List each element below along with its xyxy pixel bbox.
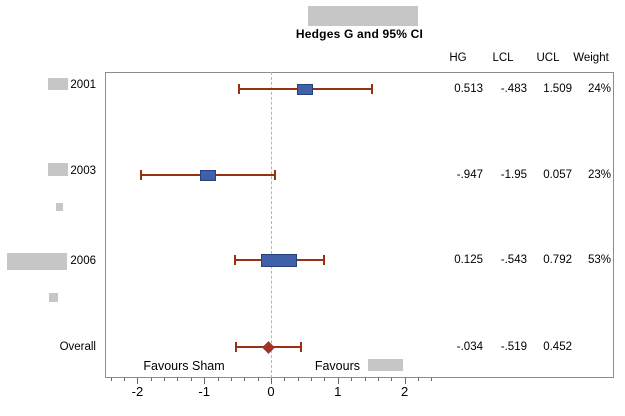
value-lcl: -1.95: [500, 169, 527, 181]
x-axis-minor-tick: [378, 378, 379, 381]
x-axis-minor-tick: [391, 378, 392, 381]
study-label: 2001: [70, 79, 96, 91]
value-ucl: 0.452: [543, 341, 572, 353]
x-axis-minor-tick: [151, 378, 152, 381]
x-axis-minor-tick: [298, 378, 299, 381]
x-tick-label: 2: [400, 384, 409, 399]
redacted-mark-2: [49, 293, 58, 302]
ci-cap-left: [139, 170, 142, 180]
x-axis-minor-tick: [231, 378, 232, 381]
value-weight: 53%: [587, 254, 611, 266]
x-tick-label: -2: [131, 384, 144, 399]
column-header-hg: HG: [449, 52, 467, 64]
value-hg: 0.513: [454, 83, 483, 95]
x-axis-major-tick: [204, 378, 205, 384]
x-axis-minor-tick: [258, 378, 259, 381]
value-ucl: 1.509: [543, 83, 572, 95]
ci-cap-right: [273, 170, 276, 180]
ci-cap-left: [235, 342, 238, 352]
x-tick-label: 1: [334, 384, 342, 399]
ci-cap-left: [237, 84, 240, 94]
x-axis-minor-tick: [177, 378, 178, 381]
column-header-lcl: LCL: [492, 52, 514, 64]
x-axis-minor-tick: [365, 378, 366, 381]
x-tick-label: -1: [198, 384, 210, 399]
ci-cap-right: [300, 342, 303, 352]
x-axis-minor-tick: [124, 378, 125, 381]
x-axis-major-tick: [271, 378, 272, 384]
chart-title: Hedges G and 95% CI: [295, 27, 424, 41]
ci-cap-right: [322, 255, 325, 265]
study-square-marker: [261, 253, 298, 267]
study-label: 2003: [70, 165, 96, 177]
study-label: Overall: [59, 341, 96, 353]
x-axis-minor-tick: [164, 378, 165, 381]
x-axis-major-tick: [405, 378, 406, 384]
zero-reference-line: [271, 72, 272, 378]
x-axis-minor-tick: [311, 378, 312, 381]
value-hg: -.034: [456, 341, 483, 353]
study-square-marker: [199, 169, 216, 181]
value-lcl: -.543: [500, 254, 527, 266]
redacted-study-author-2003: [48, 163, 68, 176]
study-square-marker: [297, 83, 314, 95]
x-axis-minor-tick: [351, 378, 352, 381]
x-axis-minor-tick: [418, 378, 419, 381]
x-axis-major-tick: [137, 378, 138, 384]
study-label: 2006: [70, 255, 96, 267]
x-tick-label: 0: [267, 384, 275, 399]
redacted-favours-right-label: [368, 359, 403, 371]
redacted-mark-1: [56, 203, 63, 211]
x-axis-minor-tick: [284, 378, 285, 381]
value-hg: -.947: [456, 169, 483, 181]
redacted-chart-title-box: [308, 6, 418, 26]
value-lcl: -.519: [500, 341, 527, 353]
value-weight: 24%: [587, 83, 611, 95]
favours-right-label: Favours: [314, 359, 360, 373]
value-lcl: -.483: [500, 83, 527, 95]
value-hg: 0.125: [454, 254, 483, 266]
x-axis-minor-tick: [431, 378, 432, 381]
plot-area: [105, 72, 614, 378]
x-axis-minor-tick: [244, 378, 245, 381]
column-header-weight: Weight: [573, 52, 609, 64]
value-weight: 23%: [587, 169, 611, 181]
redacted-study-author-2001: [48, 78, 68, 90]
x-axis-major-tick: [338, 378, 339, 384]
ci-cap-left: [233, 255, 236, 265]
x-axis-minor-tick: [324, 378, 325, 381]
favours-sham-label: Favours Sham: [143, 359, 225, 373]
x-axis-minor-tick: [111, 378, 112, 381]
x-axis-minor-tick: [191, 378, 192, 381]
value-ucl: 0.057: [543, 169, 572, 181]
column-header-ucl: UCL: [536, 52, 560, 64]
redacted-study-author-2006: [7, 253, 67, 270]
x-axis-minor-tick: [218, 378, 219, 381]
ci-cap-right: [370, 84, 373, 94]
value-ucl: 0.792: [543, 254, 572, 266]
